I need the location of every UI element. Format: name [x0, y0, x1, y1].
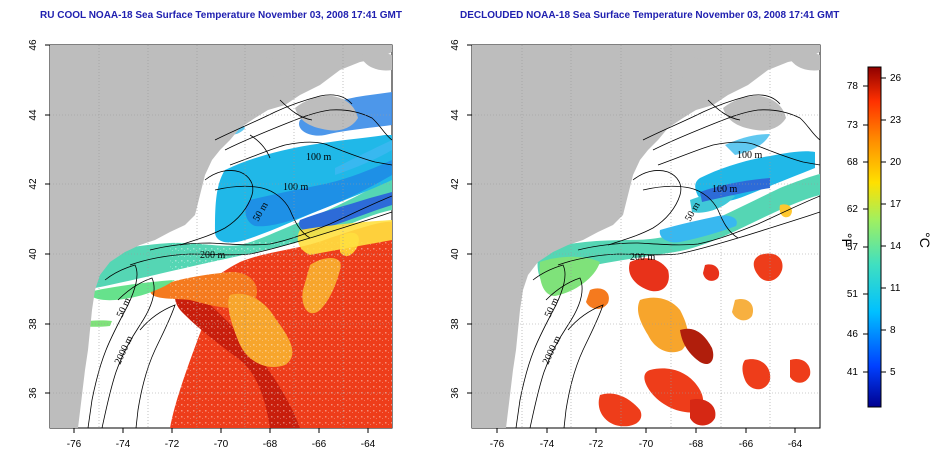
cb-c-26: 26: [890, 73, 902, 84]
right-xtick-66: -66: [739, 439, 754, 450]
colorbar-celsius-unit: °C: [917, 232, 933, 248]
left-map-title: RU COOL NOAA-18 Sea Surface Temperature …: [40, 10, 402, 21]
right-map-panel: 100 m 100 m 50 m 200 m 50 m 2000 m: [450, 39, 821, 450]
left-map-panel: 100 m 100 m 50 m 200 m 50 m 2000 m: [28, 39, 393, 450]
right-xtick-74: -74: [540, 439, 555, 450]
right-sst-layer: [537, 134, 820, 427]
cb-c-8: 8: [890, 325, 896, 336]
left-land-layer: [50, 45, 392, 428]
right-ytick-44: 44: [450, 109, 461, 121]
right-contour-layer: [515, 94, 820, 428]
left-sst-layer: [80, 92, 392, 428]
cb-f-57: 57: [847, 242, 859, 253]
left-xtick-68: -68: [263, 439, 278, 450]
contour-label-100m-b-right: 100 m: [712, 184, 738, 195]
right-grid: [472, 45, 820, 428]
contour-label-200m-right: 200 m: [630, 252, 656, 263]
right-ytick-42: 42: [450, 178, 461, 190]
left-contour-labels: 100 m 100 m 50 m 200 m 50 m 2000 m: [113, 152, 332, 366]
right-xtick-64: -64: [788, 439, 803, 450]
left-xtick-74: -74: [116, 439, 131, 450]
right-ytick-46: 46: [450, 39, 461, 51]
right-xtick-70: -70: [639, 439, 654, 450]
colorbar-fahrenheit-labels: 78 73 68 62 57 51 46 41: [847, 81, 859, 378]
right-x-tick-labels: -76 -74 -72 -70 -68 -66 -64: [490, 439, 803, 450]
contour-label-100m-a-right: 100 m: [737, 150, 763, 161]
cb-f-78: 78: [847, 81, 859, 92]
right-ytick-38: 38: [450, 318, 461, 330]
left-xtick-64: -64: [361, 439, 376, 450]
colorbar-gradient: [867, 66, 882, 408]
colorbar: 78 73 68 62 57 51 46 41 26 23 20 17 14 1…: [839, 66, 933, 408]
right-axis-ticks: [467, 44, 796, 433]
cb-f-46: 46: [847, 329, 859, 340]
cb-c-14: 14: [890, 241, 902, 252]
right-ytick-36: 36: [450, 387, 461, 399]
right-land-layer: [472, 45, 820, 428]
colorbar-fahrenheit-unit: °F: [839, 233, 855, 247]
left-ytick-44: 44: [28, 109, 39, 121]
left-contour-layer: [87, 94, 392, 428]
left-ytick-36: 36: [28, 387, 39, 399]
colorbar-celsius-labels: 26 23 20 17 14 11 8 5: [890, 73, 902, 378]
right-y-tick-labels: 46 44 42 40 38 36: [450, 39, 461, 399]
cb-f-51: 51: [847, 289, 859, 300]
right-xtick-72: -72: [589, 439, 604, 450]
contour-label-100m-b: 100 m: [283, 182, 309, 193]
left-xtick-70: -70: [214, 439, 229, 450]
contour-label-200m: 200 m: [200, 250, 226, 261]
cb-c-20: 20: [890, 157, 902, 168]
cb-f-41: 41: [847, 367, 859, 378]
left-grid: [50, 45, 392, 428]
right-ytick-40: 40: [450, 248, 461, 260]
colorbar-ticks: [863, 77, 886, 373]
cb-c-5: 5: [890, 367, 896, 378]
right-xtick-76: -76: [490, 439, 505, 450]
left-ytick-42: 42: [28, 178, 39, 190]
left-ytick-46: 46: [28, 39, 39, 51]
contour-label-100m-a: 100 m: [306, 152, 332, 163]
left-xtick-72: -72: [165, 439, 180, 450]
left-xtick-76: -76: [67, 439, 82, 450]
cb-f-68: 68: [847, 157, 859, 168]
cb-c-17: 17: [890, 199, 902, 210]
right-map-title: DECLOUDED NOAA-18 Sea Surface Temperatur…: [460, 10, 840, 21]
cb-f-73: 73: [847, 120, 859, 131]
cb-c-23: 23: [890, 115, 902, 126]
left-xtick-66: -66: [312, 439, 327, 450]
cb-c-11: 11: [890, 283, 901, 294]
left-axis-ticks: [45, 44, 369, 433]
left-x-tick-labels: -76 -74 -72 -70 -68 -66 -64: [67, 439, 376, 450]
left-ytick-40: 40: [28, 248, 39, 260]
left-ytick-38: 38: [28, 318, 39, 330]
left-y-tick-labels: 46 44 42 40 38 36: [28, 39, 39, 399]
right-xtick-68: -68: [689, 439, 704, 450]
cb-f-62: 62: [847, 204, 859, 215]
